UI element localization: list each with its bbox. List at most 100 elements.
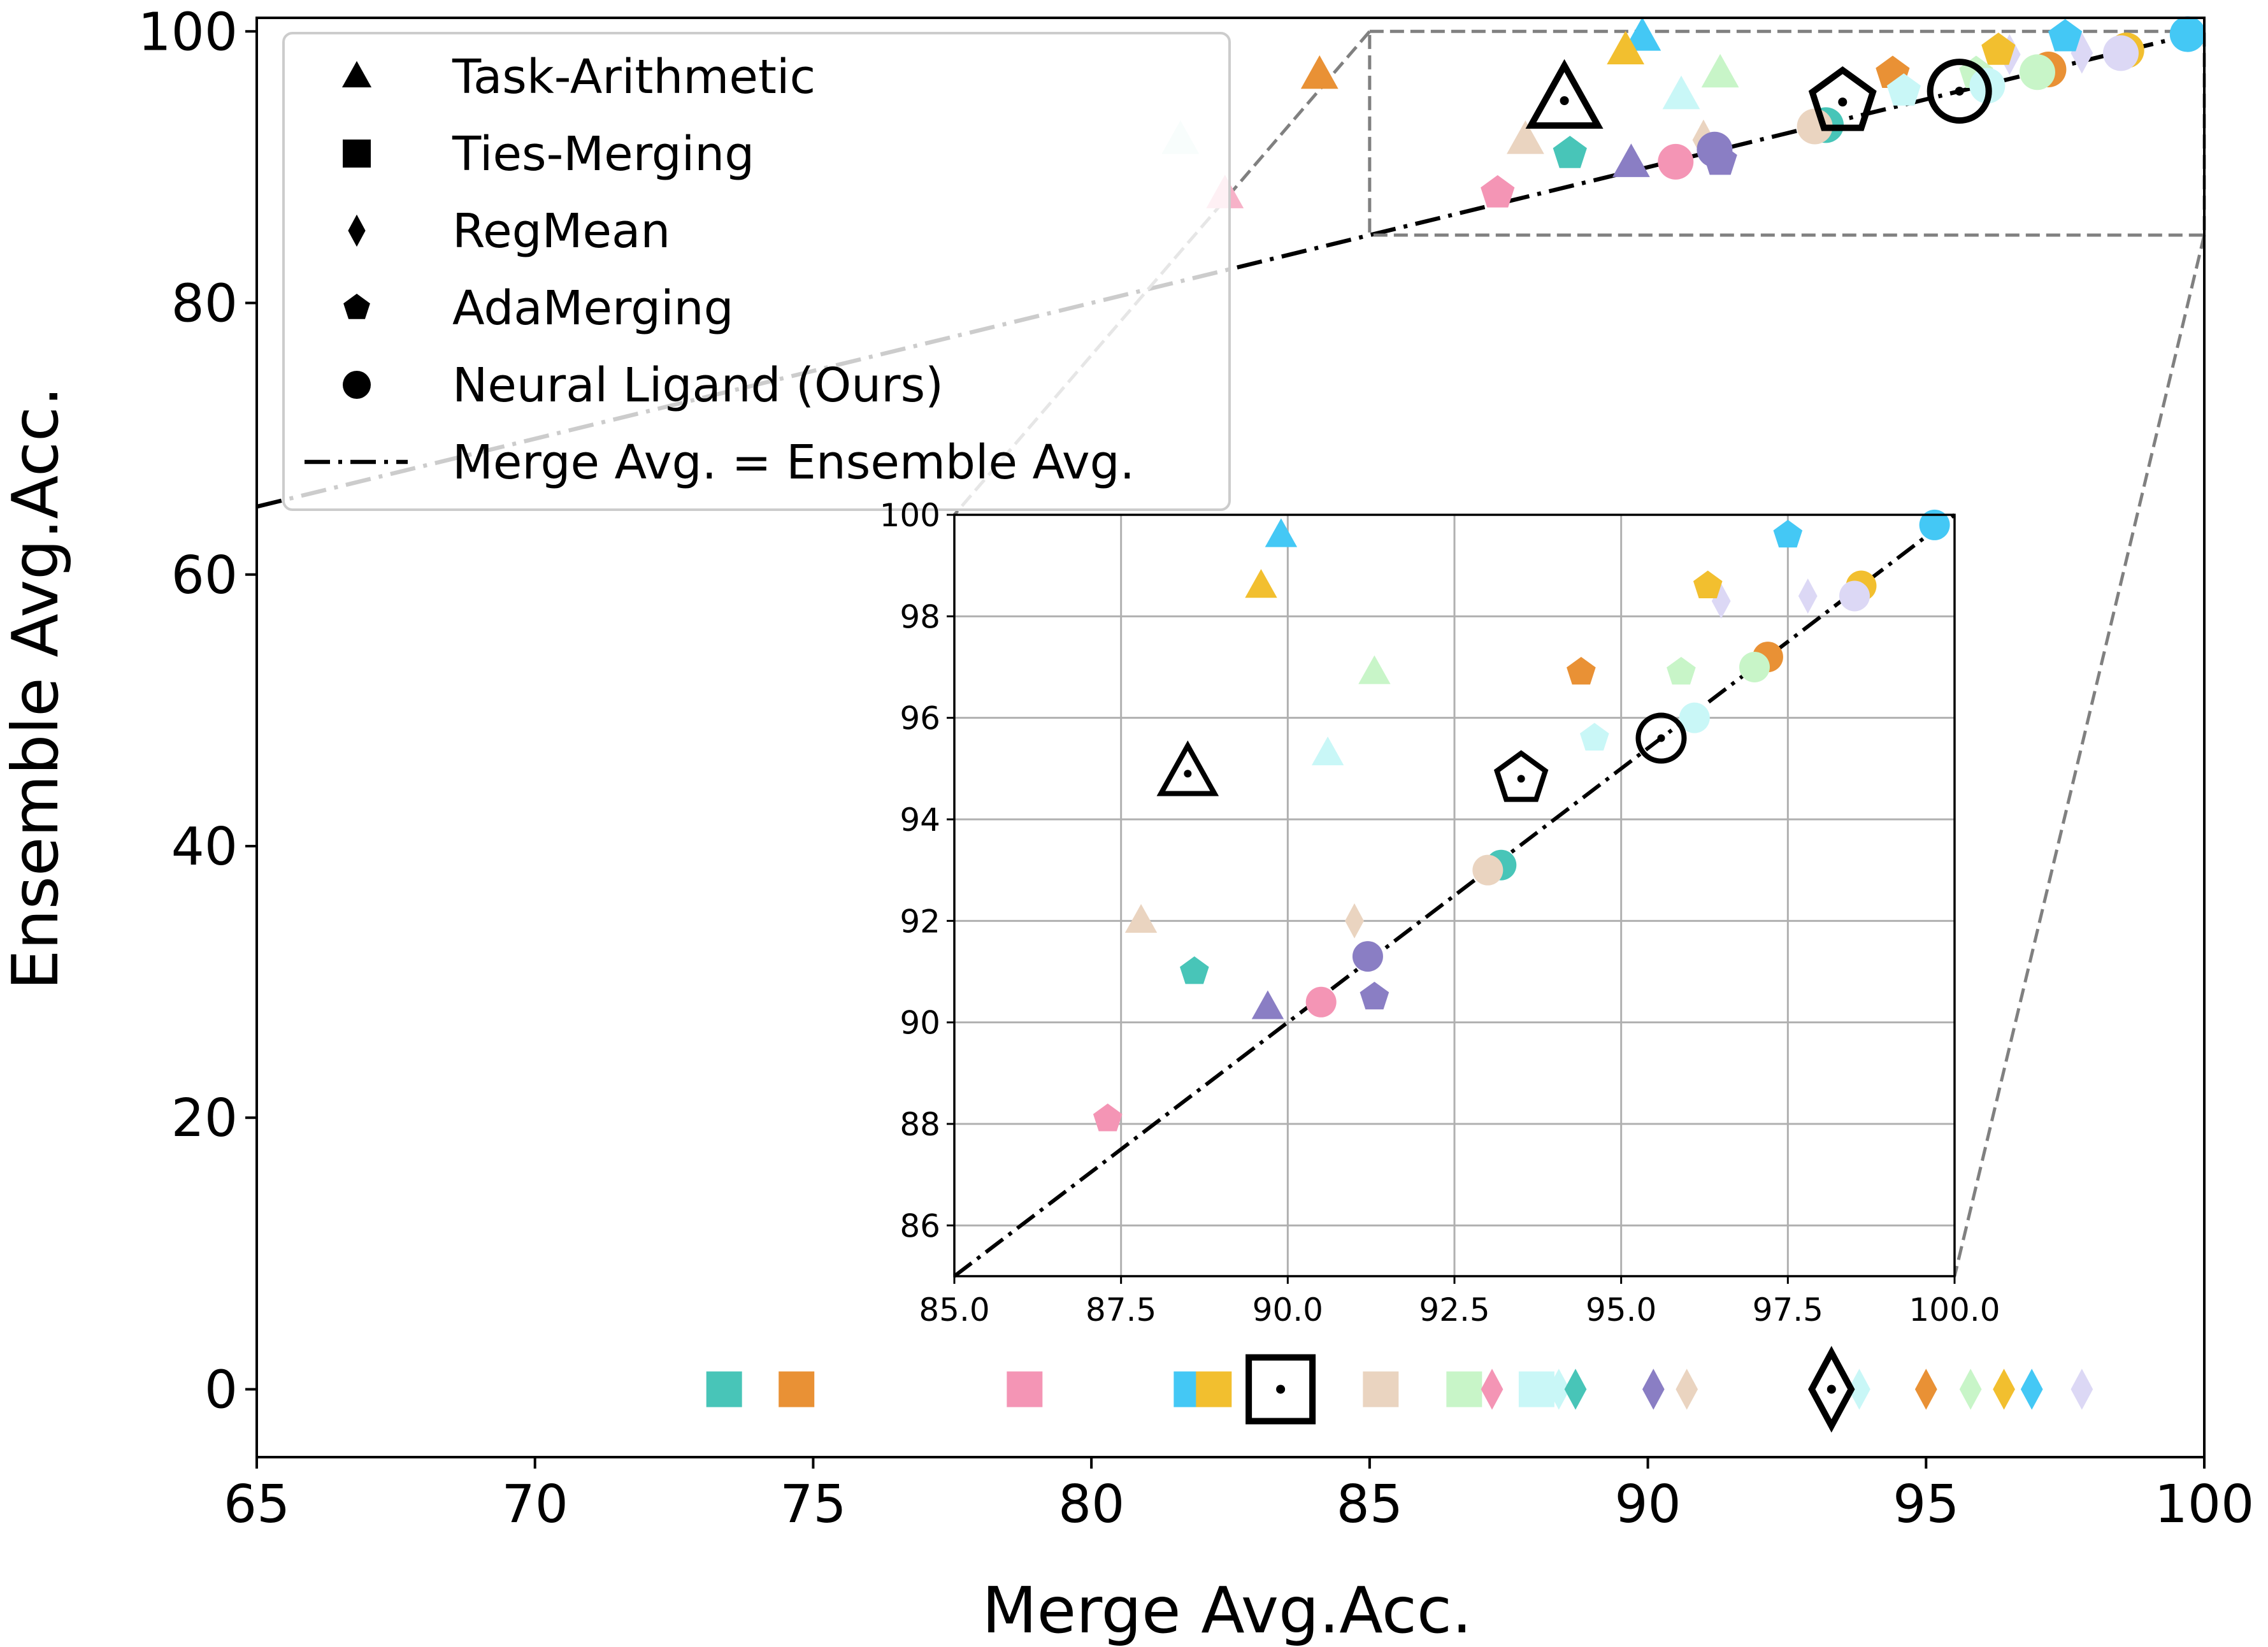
data-point-square xyxy=(1518,1371,1554,1407)
x-tick-label: 90 xyxy=(1614,1474,1681,1535)
average-center-dot xyxy=(1955,87,1964,96)
y-tick-label: 20 xyxy=(171,1088,238,1149)
x-axis-label: Merge Avg.Acc. xyxy=(982,1573,1472,1647)
data-point-diamond xyxy=(1564,1369,1587,1410)
y-tick-label: 0 xyxy=(205,1360,238,1420)
x-tick-label: 70 xyxy=(502,1474,568,1535)
y-tick-label: 60 xyxy=(171,545,238,606)
inset-average-marker-circle xyxy=(1635,712,1687,764)
legend-marker-pentagon xyxy=(343,294,370,319)
inset-data-point-pentagon xyxy=(1093,1104,1123,1132)
data-point-circle xyxy=(2169,16,2206,52)
inset-x-tick-label: 95.0 xyxy=(1586,1291,1656,1328)
inset-average-marker-triangle xyxy=(1156,740,1219,796)
legend-marker-triangle xyxy=(341,61,372,88)
data-point-square xyxy=(1363,1371,1399,1407)
inset-x-tick-label: 87.5 xyxy=(1086,1291,1156,1328)
data-point-diamond xyxy=(2020,1369,2043,1410)
inset-average-center-dot xyxy=(1184,770,1192,778)
average-marker-pentagon xyxy=(1808,66,1877,131)
inset-data-point-pentagon xyxy=(1693,570,1723,598)
x-tick-label: 85 xyxy=(1337,1474,1403,1535)
inset-x-tick-label: 85.0 xyxy=(919,1291,989,1328)
x-tick-label: 80 xyxy=(1058,1474,1124,1535)
data-point-diamond xyxy=(1848,1369,1870,1410)
data-point-diamond xyxy=(2071,32,2093,74)
legend-box xyxy=(282,32,1231,511)
inset-data-point-pentagon xyxy=(1667,656,1696,685)
data-point-circle xyxy=(2102,35,2139,71)
data-point-triangle xyxy=(1300,55,1339,89)
legend-label: Neural Ligand (Ours) xyxy=(452,358,944,413)
data-point-circle xyxy=(2019,54,2055,90)
data-point-circle xyxy=(1697,131,1733,168)
data-point-triangle xyxy=(1607,31,1645,64)
inset-y-tick-label: 98 xyxy=(900,598,940,635)
data-point-pentagon xyxy=(2048,18,2083,52)
average-center-dot xyxy=(1560,96,1569,105)
inset-data-point-triangle xyxy=(1251,990,1284,1019)
data-point-pentagon xyxy=(1553,136,1587,168)
data-point-diamond xyxy=(2071,1369,2093,1410)
inset-x-tick-label: 90.0 xyxy=(1252,1291,1323,1328)
inset-data-point-circle xyxy=(1839,580,1870,612)
data-point-diamond xyxy=(1481,1369,1504,1410)
inset-y-tick-label: 86 xyxy=(900,1207,940,1244)
inset-average-center-dot xyxy=(1657,734,1665,742)
zoom-region-box xyxy=(1368,29,2206,237)
average-marker-square xyxy=(1245,1354,1316,1425)
inset-data-point-pentagon xyxy=(1179,956,1209,984)
data-point-pentagon xyxy=(1481,175,1515,208)
average-center-dot xyxy=(1827,1384,1836,1394)
data-point-square xyxy=(1196,1371,1232,1407)
inset-average-marker-pentagon xyxy=(1493,750,1549,802)
data-point-diamond xyxy=(1676,1369,1698,1410)
inset-y-tick-label: 100 xyxy=(880,497,940,534)
data-point-diamond xyxy=(1547,1369,1570,1410)
inset-data-point-diamond xyxy=(1798,578,1818,614)
inset-data-point-pentagon xyxy=(1773,519,1803,548)
average-marker-triangle xyxy=(1525,59,1604,129)
data-point-triangle xyxy=(1662,75,1700,110)
inset-data-point-triangle xyxy=(1245,569,1277,598)
average-center-dot xyxy=(1838,97,1848,107)
y-tick-label: 40 xyxy=(171,817,238,877)
data-point-circle xyxy=(1658,143,1694,180)
data-point-diamond xyxy=(1959,1369,1982,1410)
inset-data-point-circle xyxy=(1472,854,1504,886)
inset-y-tick-label: 92 xyxy=(900,903,940,940)
data-point-square xyxy=(1007,1371,1043,1407)
data-point-triangle xyxy=(1701,54,1739,88)
x-tick-label: 75 xyxy=(780,1474,846,1535)
inset-y-tick-label: 90 xyxy=(900,1005,940,1042)
inset-y-tick-label: 96 xyxy=(900,700,940,737)
data-point-triangle xyxy=(1507,120,1544,154)
legend-marker-circle xyxy=(343,371,371,399)
legend-marker-diamond xyxy=(348,214,366,247)
inset-plot: 85.0 87.5 90.0 92.5 95.0 97.5 100.0 86 88 90 92 94 9… xyxy=(880,497,2000,1328)
legend-label: Merge Avg. = Ensemble Avg. xyxy=(452,435,1135,490)
inset-data-point-circle xyxy=(1679,702,1710,733)
inset-data-point-pentagon xyxy=(1360,981,1389,1010)
y-tick-label: 100 xyxy=(138,2,238,62)
data-point-diamond xyxy=(1642,1369,1665,1410)
inset-data-point-circle xyxy=(1352,941,1383,972)
inset-data-point-triangle xyxy=(1124,903,1158,933)
data-point-triangle xyxy=(1612,143,1650,177)
inset-data-point-diamond xyxy=(1711,583,1731,619)
inset-average-center-dot xyxy=(1517,775,1525,783)
average-center-dot xyxy=(1276,1384,1286,1394)
data-point-square xyxy=(1446,1371,1482,1407)
inset-x-tick-label: 92.5 xyxy=(1419,1291,1489,1328)
average-marker-circle xyxy=(1927,59,1992,124)
x-tick-label: 100 xyxy=(2155,1474,2255,1535)
data-point-diamond xyxy=(1993,1369,2015,1410)
x-tick-label: 95 xyxy=(1893,1474,1959,1535)
inset-data-point-triangle xyxy=(1311,737,1344,766)
inset-data-point-pentagon xyxy=(1579,723,1609,751)
data-point-pentagon xyxy=(1981,32,2016,65)
zoom-connector-line xyxy=(1953,234,2206,1277)
inset-data-point-pentagon xyxy=(1567,656,1596,685)
legend-label: AdaMerging xyxy=(452,281,734,336)
inset-y-tick-label: 94 xyxy=(900,802,940,838)
